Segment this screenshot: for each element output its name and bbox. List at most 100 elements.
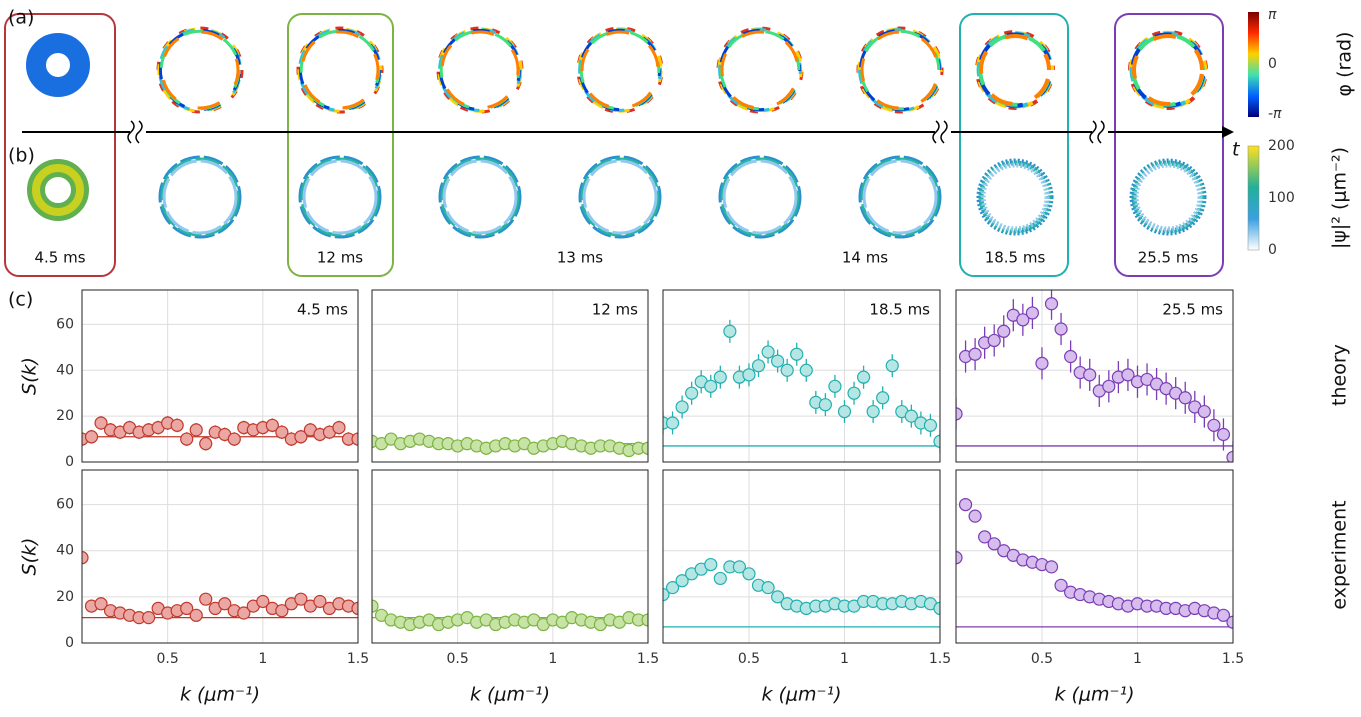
frame (959, 13, 1069, 277)
density-ring (440, 157, 520, 237)
point (723, 324, 737, 338)
axis-break (1089, 120, 1097, 144)
density-ring (302, 159, 378, 235)
point (351, 601, 358, 615)
x-tick-label: 1 (840, 651, 849, 667)
point (199, 437, 213, 451)
density-ring (160, 157, 240, 237)
point (847, 386, 861, 400)
time-label: 25.5 ms (1138, 249, 1199, 267)
point (199, 592, 213, 606)
axis-break (1097, 120, 1105, 144)
colorbar-tick: π (1268, 7, 1277, 23)
point (1064, 349, 1078, 364)
marks (372, 432, 648, 458)
density-ring (298, 155, 382, 239)
point (751, 359, 766, 373)
arrow-head (1222, 126, 1234, 138)
point (275, 604, 289, 618)
x-tick-label: 1.5 (1222, 651, 1244, 667)
axis-break (135, 120, 143, 144)
density-ring (582, 159, 658, 235)
point (94, 597, 108, 611)
point (885, 359, 899, 373)
x-axis-label: k (μm⁻¹) (470, 684, 550, 706)
point (665, 416, 680, 430)
y-tick-label: 0 (65, 635, 74, 651)
x-tick-label: 0.5 (1031, 651, 1053, 667)
point (641, 613, 648, 627)
point (1044, 560, 1059, 574)
point (713, 571, 727, 586)
x-axis-label: k (μm⁻¹) (180, 684, 260, 706)
density-ring (162, 159, 238, 235)
phase-ring (297, 27, 383, 113)
plot-frame (662, 289, 941, 463)
density-ring (1133, 162, 1203, 232)
point (1226, 615, 1233, 629)
x-tick-label: 0.5 (738, 651, 760, 667)
colorbar-tick: 0 (1268, 56, 1277, 72)
point (372, 599, 379, 613)
point (704, 379, 718, 393)
time-label: 18.5 ms (985, 249, 1046, 267)
point (1121, 368, 1135, 382)
point (332, 421, 346, 435)
x-tick-label: 1 (548, 651, 557, 667)
point (997, 324, 1011, 338)
marks (82, 551, 358, 625)
point (968, 509, 982, 523)
panel-title: 4.5 ms (297, 301, 348, 319)
x-tick-label: 1.5 (929, 651, 951, 667)
point (933, 601, 940, 615)
y-tick-label: 0 (65, 454, 74, 470)
phase-ring (157, 27, 243, 113)
point (837, 404, 852, 419)
point (1035, 356, 1049, 370)
point (761, 345, 775, 359)
point (294, 430, 308, 444)
y-tick-label: 60 (56, 497, 74, 513)
point (856, 370, 871, 384)
colorbar-tick: 200 (1268, 138, 1295, 154)
point (1207, 418, 1221, 432)
plot-frame (662, 469, 941, 644)
point (1083, 368, 1097, 382)
point (978, 530, 992, 544)
point (180, 601, 194, 616)
phase-colorbar (1248, 12, 1259, 117)
point (675, 574, 689, 588)
point (265, 418, 279, 432)
point (1054, 322, 1068, 336)
density-ring (862, 159, 938, 235)
x-tick-label: 1.5 (637, 651, 659, 667)
phase-ring (1132, 34, 1204, 106)
plot-frame (371, 289, 649, 463)
time-label: 12 ms (317, 249, 363, 267)
image-row: (a) (b) (c) t π 0 -π φ (rad) |ψ|² (μm⁻²)… (4, 7, 1356, 610)
point (866, 404, 880, 419)
colorbar-tick: 100 (1268, 190, 1295, 206)
density-ring (300, 157, 380, 237)
y-tick-label: 40 (56, 362, 74, 378)
density-ring (860, 157, 940, 237)
point (256, 594, 270, 609)
point (987, 537, 1001, 551)
point (1102, 379, 1116, 393)
point (790, 347, 804, 361)
point (641, 441, 648, 455)
colorbar-tick: 0 (1268, 242, 1277, 258)
marks (82, 416, 358, 451)
frame (287, 13, 394, 277)
point (351, 432, 358, 446)
plot-frame (371, 469, 649, 644)
phase-ring (979, 34, 1051, 106)
colorbar-tick: -π (1268, 106, 1282, 122)
point (987, 333, 1001, 348)
point (713, 370, 727, 384)
y-axis-label: S(k) (19, 538, 41, 576)
density-ring (980, 162, 1050, 232)
density-ring (438, 155, 522, 239)
time-label: 4.5 ms (34, 249, 85, 267)
phase-ring (160, 30, 240, 110)
